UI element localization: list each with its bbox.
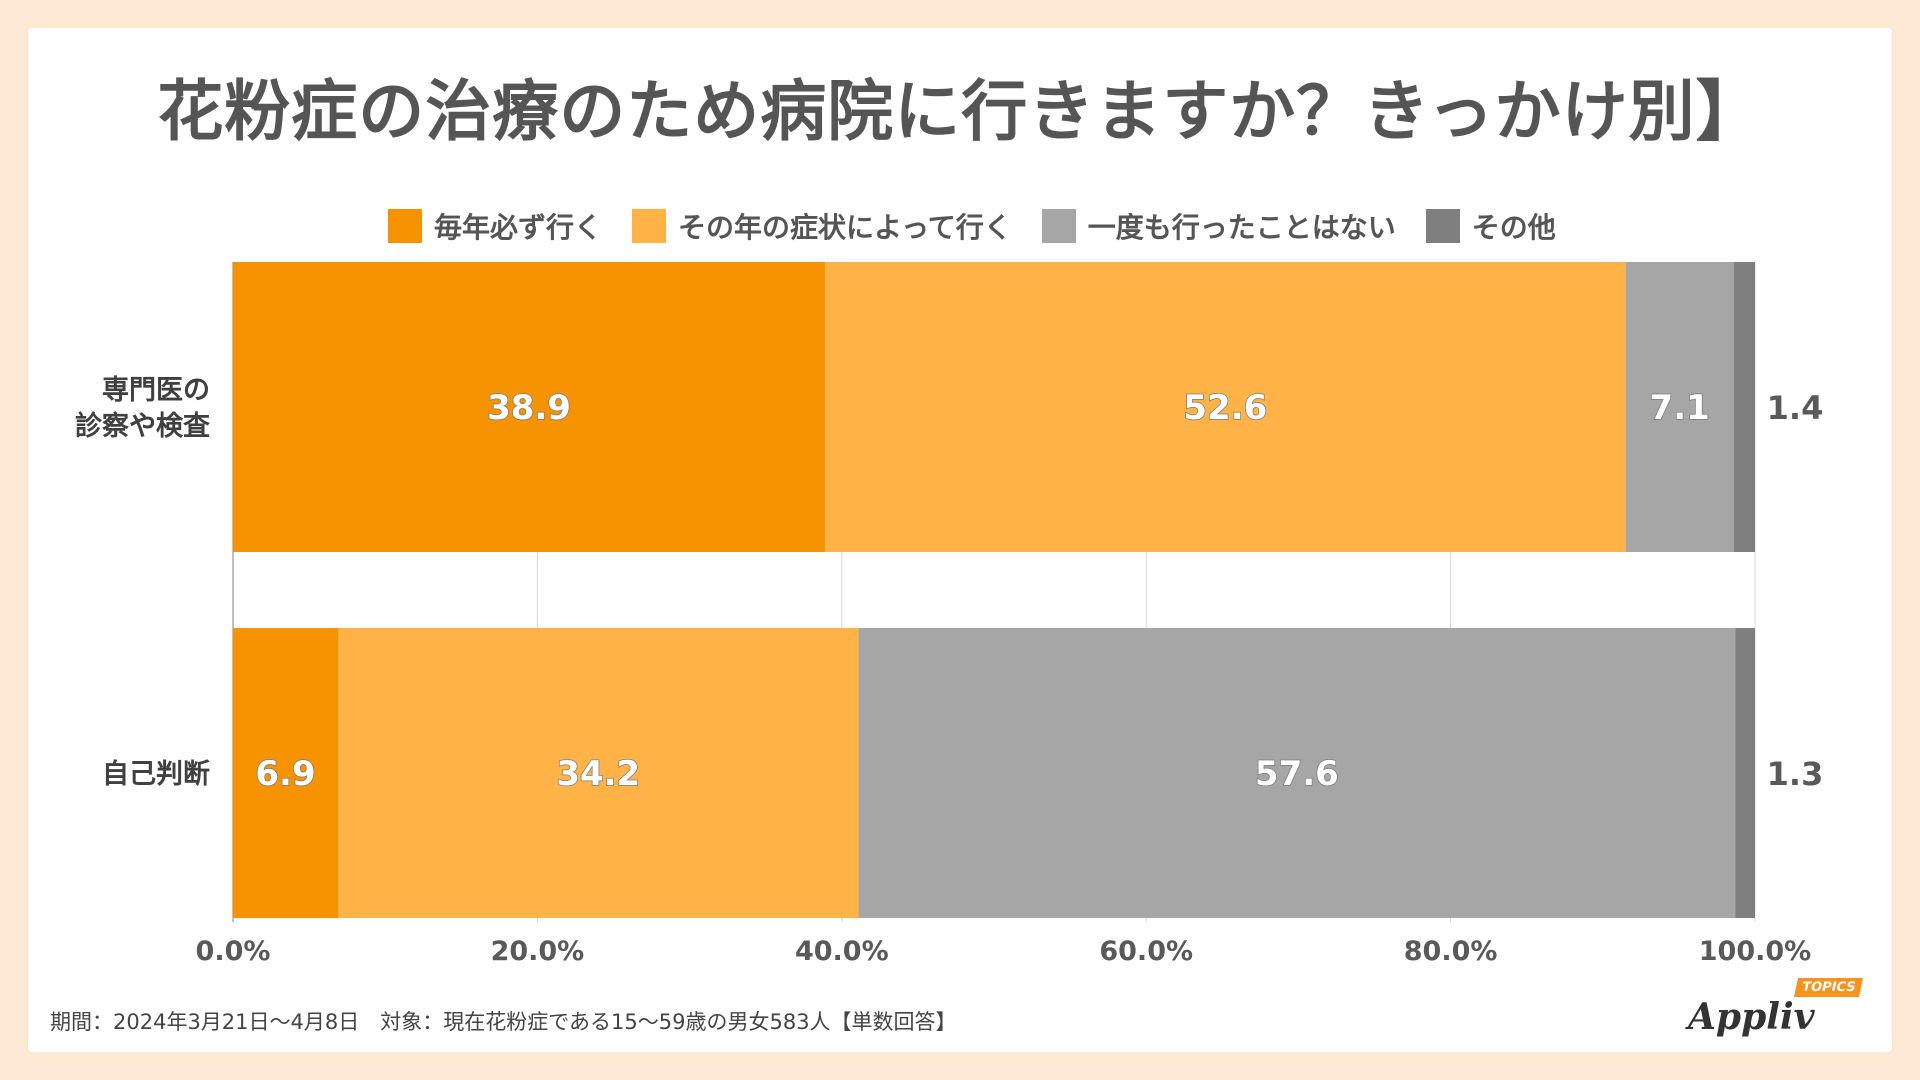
data-label-0-2: 7.1 [1650, 388, 1710, 428]
category-label-1: 自己判断 [102, 758, 210, 790]
bar-0-series-1 [825, 262, 1626, 552]
bar-0-series-0 [233, 262, 826, 552]
legend-label-never: 一度も行ったことはない [1087, 211, 1396, 244]
legend-item-every-year: 毎年必ず行く [388, 206, 602, 246]
legend-item-other: その他 [1425, 206, 1556, 246]
bar-1-series-3 [1735, 628, 1755, 918]
legend-swatch-every-year [388, 209, 422, 243]
legend-item-depends: その年の症状によって行く [632, 206, 1012, 246]
category-label-0: 専門医の診察や検査 [75, 375, 210, 442]
data-label-0-1: 52.6 [1183, 388, 1267, 428]
bar-0-series-3 [1733, 262, 1755, 552]
data-label-1-1: 34.2 [556, 754, 640, 794]
bar-0-series-2 [1625, 262, 1734, 552]
legend-label-every-year: 毎年必ず行く [434, 211, 603, 244]
x-tick-label-1: 20.0% [491, 936, 585, 967]
data-label-0-3: 1.4 [1767, 389, 1824, 427]
logo-badge: TOPICS [1793, 978, 1864, 997]
bar-1-series-0 [233, 628, 339, 918]
x-tick-label-3: 60.0% [1099, 936, 1193, 967]
x-tick-label-5: 100.0% [1699, 936, 1811, 967]
data-label-1-0: 6.9 [255, 754, 315, 794]
x-tick-label-2: 40.0% [795, 936, 889, 967]
legend-item-never: 一度も行ったことはない [1041, 206, 1396, 246]
legend-label-depends: その年の症状によって行く [678, 211, 1012, 244]
x-tick-label-4: 80.0% [1404, 936, 1498, 967]
legend-label-other: その他 [1471, 211, 1556, 244]
data-label-1-2: 57.6 [1255, 754, 1339, 794]
applivtopics-logo: Appliv TOPICS [1688, 978, 1878, 1048]
logo-wordmark: Appliv [1688, 996, 1815, 1038]
data-label-1-3: 1.3 [1767, 755, 1824, 793]
x-tick-label-0: 0.0% [196, 936, 271, 967]
legend-swatch-depends [632, 209, 667, 243]
legend: 毎年必ず行く その年の症状によって行く 一度も行ったことはない その他 [388, 206, 1586, 246]
legend-swatch-never [1041, 209, 1076, 243]
chart-title: 花粉症の治療のため病院に行きますか？きっかけ別】 [157, 73, 1763, 150]
footnote: 期間：2024年3月21日～4月8日 対象：現在花粉症である15～59歳の男女5… [50, 1010, 957, 1034]
bar-1-series-1 [338, 628, 859, 918]
legend-swatch-other [1425, 209, 1460, 243]
data-label-0-0: 38.9 [487, 388, 571, 428]
bar-1-series-2 [858, 628, 1736, 918]
